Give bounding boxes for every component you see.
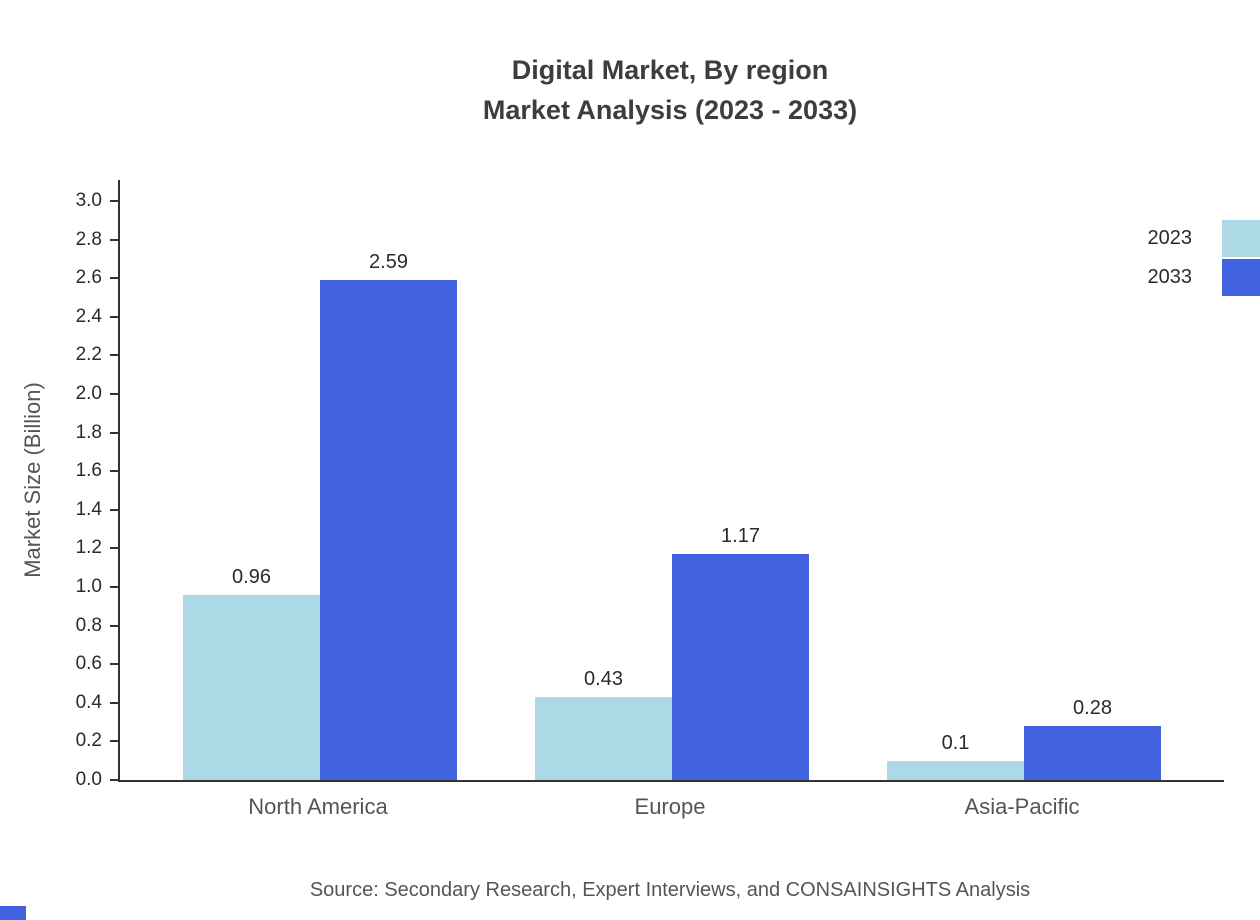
y-tick-mark [110,586,118,588]
bar-group-europe: 0.43 1.17 [496,180,848,780]
bar-2023-asia-pacific: 0.1 [887,732,1024,780]
y-tick-mark [110,740,118,743]
y-tick-label: 2.0 [75,383,102,404]
y-tick-label: 2.8 [75,228,102,250]
chart-title-line1: Digital Market, By region [511,55,829,85]
y-tick-mark [110,354,118,357]
bar-value-label: 0.28 [1073,696,1112,719]
bar-value-label: 0.96 [232,565,271,588]
bar-group-asia-pacific: 0.1 0.28 [848,180,1200,780]
y-tick-label: 2.4 [75,305,102,327]
y-tick-label: 0.4 [75,691,102,713]
bar-value-label: 2.59 [369,251,408,274]
bar-2023-north-america: 0.96 [183,566,320,780]
y-tick-mark [110,779,118,781]
y-tick-mark [110,663,118,666]
chart-title: Digital Market, By region Market Analysi… [80,50,1260,130]
bar-value-label: 1.17 [721,525,760,548]
bar-2023-europe: 0.43 [535,668,672,780]
y-tick-mark [110,315,118,318]
y-tick-mark [110,277,118,280]
bar-value-label: 0.43 [584,668,623,691]
x-axis-labels: North America Europe Asia-Pacific [142,794,1198,820]
y-tick-mark [110,238,118,241]
y-tick-label: 2.2 [75,344,102,366]
legend-item-2023: 2023 [1148,219,1260,258]
y-tick-mark [110,701,118,704]
y-tick-label: 1.6 [75,460,102,482]
y-tick-label: 2.6 [75,267,102,289]
bar-2033-europe: 1.17 [672,525,809,780]
y-tick-mark [110,431,118,434]
y-tick-label: 0.0 [75,769,102,790]
bar-groups: 0.96 2.59 0.43 1.17 0.1 0.28 [144,180,1200,780]
y-tick-label: 1.2 [75,537,102,559]
y-tick-label: 0.6 [75,653,102,675]
y-tick-label: 1.8 [75,421,102,443]
y-tick-mark [110,624,118,627]
bar-value-label: 0.1 [941,731,970,754]
y-tick-mark [110,547,118,550]
chart-title-line2: Market Analysis (2023 - 2033) [482,95,858,125]
y-tick-label: 0.2 [75,730,102,752]
y-tick-label: 1.4 [75,498,102,520]
y-tick-mark [110,393,118,395]
bar-group-north-america: 0.96 2.59 [144,180,496,780]
plot-area: 0.96 2.59 0.43 1.17 0.1 0.28 0.0 0.2 0.4 0.6 0.8 1… [76,180,1224,790]
x-axis-label-asia-pacific: Asia-Pacific [964,794,1080,819]
bar-2033-north-america: 2.59 [320,251,457,780]
bar-2033-asia-pacific: 0.28 [1024,697,1161,780]
x-axis-label-europe: Europe [634,794,706,819]
legend-label-2033: 2033 [1147,266,1193,288]
y-tick-label: 0.8 [75,614,102,636]
legend-label-2023: 2023 [1147,227,1193,249]
y-tick-label: 1.0 [75,576,102,597]
corner-accent [0,906,26,920]
y-tick-mark [110,470,118,473]
legend: 2023 2033 [1148,219,1260,297]
y-tick-mark [110,200,118,202]
legend-swatch-2023 [1222,220,1260,257]
x-axis-label-north-america: North America [248,794,388,819]
source-text: Source: Secondary Research, Expert Inter… [309,879,1031,901]
y-tick-mark [110,508,118,511]
legend-swatch-2033 [1222,259,1260,296]
legend-item-2033: 2033 [1148,258,1260,297]
y-tick-label: 3.0 [75,190,102,211]
